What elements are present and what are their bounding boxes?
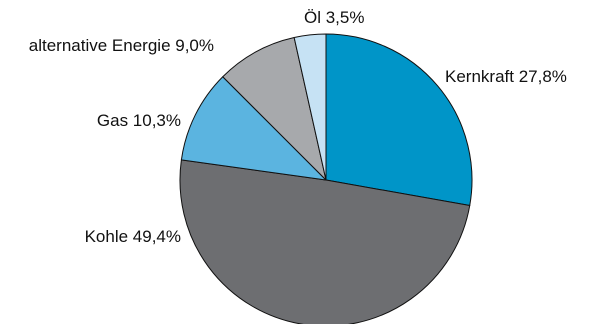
slice-alternative-energie (222, 37, 327, 181)
label-alternative-energie: alternative Energie 9,0% (29, 36, 214, 55)
slice-oel (293, 33, 327, 181)
slice-gas (180, 76, 327, 181)
pie-slices (179, 33, 473, 324)
slice-kohle (179, 159, 471, 324)
pie-labels: Kernkraft 27,8% Kohle 49,4% Gas 10,3% al… (29, 8, 567, 246)
label-gas: Gas 10,3% (97, 111, 181, 130)
label-kernkraft: Kernkraft 27,8% (445, 67, 567, 86)
label-oel: Öl 3,5% (304, 8, 364, 27)
slice-kernkraft (325, 33, 473, 207)
label-kohle: Kohle 49,4% (85, 227, 181, 246)
